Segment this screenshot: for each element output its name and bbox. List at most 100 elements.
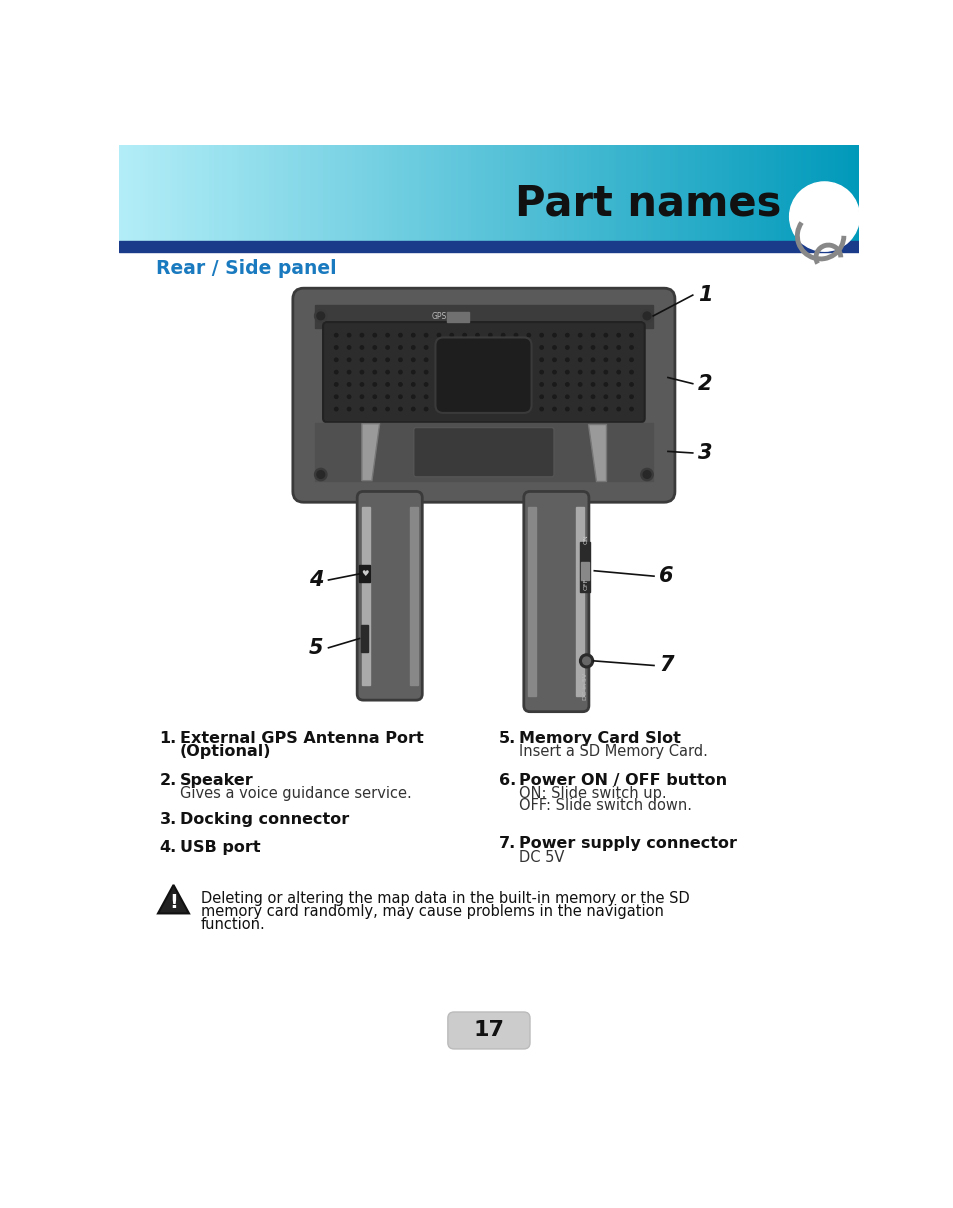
- Circle shape: [373, 371, 376, 373]
- Circle shape: [629, 345, 633, 349]
- Bar: [825, 145, 828, 242]
- Circle shape: [578, 383, 581, 387]
- Bar: [422, 145, 424, 242]
- Bar: [264, 145, 267, 242]
- Bar: [178, 145, 181, 242]
- Bar: [365, 145, 368, 242]
- Text: Deleting or altering the map data in the built-in memory or the SD: Deleting or altering the map data in the…: [200, 892, 689, 906]
- Bar: [395, 145, 397, 242]
- Bar: [240, 145, 242, 242]
- Bar: [329, 145, 331, 242]
- Bar: [688, 145, 690, 242]
- Text: 6.: 6.: [498, 772, 516, 788]
- Bar: [257, 145, 259, 242]
- Bar: [193, 145, 195, 242]
- Circle shape: [462, 345, 466, 349]
- Bar: [188, 145, 191, 242]
- Circle shape: [462, 371, 466, 373]
- Text: 3: 3: [698, 443, 712, 463]
- Bar: [700, 145, 702, 242]
- Circle shape: [527, 395, 530, 399]
- Circle shape: [335, 407, 337, 411]
- Text: Power ON / OFF button: Power ON / OFF button: [518, 772, 726, 788]
- Polygon shape: [361, 424, 379, 481]
- Bar: [361, 507, 369, 685]
- Bar: [747, 145, 749, 242]
- Circle shape: [488, 345, 492, 349]
- Bar: [415, 145, 417, 242]
- Bar: [727, 145, 730, 242]
- Circle shape: [398, 395, 402, 399]
- Bar: [158, 145, 161, 242]
- Circle shape: [411, 407, 415, 411]
- Text: 5.: 5.: [498, 731, 516, 745]
- Bar: [491, 145, 494, 242]
- Bar: [358, 145, 360, 242]
- Bar: [139, 145, 141, 242]
- Bar: [444, 145, 447, 242]
- Circle shape: [476, 407, 478, 411]
- Circle shape: [373, 395, 376, 399]
- Bar: [618, 145, 621, 242]
- Bar: [749, 145, 752, 242]
- Bar: [153, 145, 156, 242]
- Bar: [637, 145, 639, 242]
- Circle shape: [424, 383, 427, 387]
- Bar: [417, 145, 419, 242]
- Text: 4.: 4.: [159, 841, 176, 855]
- Bar: [377, 145, 380, 242]
- Circle shape: [617, 395, 619, 399]
- Bar: [853, 145, 855, 242]
- Bar: [651, 145, 654, 242]
- Circle shape: [552, 345, 556, 349]
- Circle shape: [565, 333, 568, 337]
- Bar: [595, 145, 597, 242]
- Bar: [127, 145, 129, 242]
- Circle shape: [527, 345, 530, 349]
- Bar: [318, 145, 321, 242]
- Circle shape: [527, 358, 530, 361]
- Bar: [693, 145, 695, 242]
- Circle shape: [578, 345, 581, 349]
- Bar: [530, 145, 533, 242]
- Bar: [276, 145, 279, 242]
- Circle shape: [316, 471, 324, 478]
- Bar: [576, 507, 583, 696]
- Circle shape: [591, 371, 594, 373]
- Bar: [146, 145, 149, 242]
- Bar: [122, 145, 124, 242]
- Bar: [606, 145, 609, 242]
- Bar: [233, 145, 234, 242]
- Bar: [542, 145, 545, 242]
- Bar: [621, 145, 624, 242]
- Text: function.: function.: [200, 917, 265, 933]
- Text: 2: 2: [698, 373, 712, 394]
- Circle shape: [476, 333, 478, 337]
- Bar: [789, 145, 791, 242]
- Circle shape: [552, 383, 556, 387]
- Bar: [299, 145, 301, 242]
- Bar: [808, 145, 811, 242]
- Circle shape: [642, 471, 650, 478]
- Text: Insert a SD Memory Card.: Insert a SD Memory Card.: [518, 744, 707, 759]
- Bar: [234, 145, 237, 242]
- Bar: [119, 242, 858, 252]
- Circle shape: [360, 383, 363, 387]
- Bar: [225, 145, 228, 242]
- Text: ♥: ♥: [361, 569, 368, 579]
- Circle shape: [603, 407, 607, 411]
- Bar: [678, 145, 680, 242]
- Bar: [314, 306, 653, 329]
- Bar: [779, 145, 781, 242]
- Bar: [520, 145, 523, 242]
- Bar: [580, 562, 588, 580]
- Bar: [724, 145, 727, 242]
- Bar: [429, 145, 432, 242]
- Text: Memory Card Slot: Memory Card Slot: [518, 731, 680, 745]
- Bar: [314, 145, 316, 242]
- Bar: [296, 145, 299, 242]
- Circle shape: [360, 333, 363, 337]
- Bar: [715, 145, 718, 242]
- Bar: [279, 145, 281, 242]
- Circle shape: [501, 407, 504, 411]
